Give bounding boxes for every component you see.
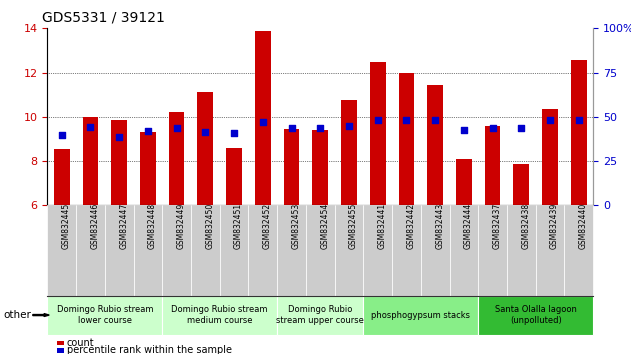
Point <box>488 125 498 131</box>
Text: GSM832453: GSM832453 <box>292 202 300 249</box>
Text: other: other <box>3 310 31 320</box>
Point <box>373 117 383 123</box>
Point <box>459 127 469 133</box>
Text: percentile rank within the sample: percentile rank within the sample <box>67 346 232 354</box>
Text: GSM832455: GSM832455 <box>349 202 358 249</box>
Text: GSM832444: GSM832444 <box>464 202 473 249</box>
Point <box>257 120 268 125</box>
Bar <box>485 126 500 205</box>
Text: Domingo Rubio stream
medium course: Domingo Rubio stream medium course <box>172 306 268 325</box>
Bar <box>140 132 156 205</box>
Point <box>545 117 555 123</box>
Text: GSM832447: GSM832447 <box>119 202 128 249</box>
Text: GSM832440: GSM832440 <box>579 202 587 249</box>
Text: GSM832439: GSM832439 <box>550 202 559 249</box>
Point <box>574 117 584 123</box>
Text: GSM832441: GSM832441 <box>378 202 387 249</box>
Bar <box>198 92 213 205</box>
Point <box>430 117 440 123</box>
Point <box>143 129 153 134</box>
Point <box>344 123 354 129</box>
Point <box>114 134 124 139</box>
Bar <box>456 159 472 205</box>
Point <box>229 131 239 136</box>
Bar <box>54 149 69 205</box>
Bar <box>571 61 587 205</box>
Text: Santa Olalla lagoon
(unpolluted): Santa Olalla lagoon (unpolluted) <box>495 306 577 325</box>
Bar <box>399 73 415 205</box>
Point <box>401 117 411 123</box>
Bar <box>542 109 558 205</box>
Text: count: count <box>67 338 95 348</box>
Text: GSM832438: GSM832438 <box>521 202 530 249</box>
Point <box>516 125 526 131</box>
Text: Domingo Rubio stream
lower course: Domingo Rubio stream lower course <box>57 306 153 325</box>
Text: Domingo Rubio
stream upper course: Domingo Rubio stream upper course <box>276 306 364 325</box>
Point <box>85 124 95 130</box>
Text: GSM832448: GSM832448 <box>148 202 157 249</box>
Bar <box>255 30 271 205</box>
Text: GSM832454: GSM832454 <box>321 202 329 249</box>
Text: GSM832452: GSM832452 <box>262 202 272 249</box>
Text: GSM832449: GSM832449 <box>177 202 186 249</box>
Bar <box>427 85 443 205</box>
Text: phosphogypsum stacks: phosphogypsum stacks <box>371 310 470 320</box>
Bar <box>111 120 127 205</box>
Bar <box>370 62 386 205</box>
Point <box>57 132 67 137</box>
Text: GSM832442: GSM832442 <box>406 202 415 249</box>
Bar <box>312 130 328 205</box>
Text: GDS5331 / 39121: GDS5331 / 39121 <box>42 10 165 24</box>
Bar <box>514 164 529 205</box>
Bar <box>341 100 357 205</box>
Point <box>172 125 182 131</box>
Bar <box>83 117 98 205</box>
Text: GSM832451: GSM832451 <box>234 202 243 249</box>
Point <box>315 125 326 131</box>
Text: GSM832445: GSM832445 <box>62 202 71 249</box>
Bar <box>226 148 242 205</box>
Text: GSM832443: GSM832443 <box>435 202 444 249</box>
Bar <box>168 113 184 205</box>
Text: GSM832446: GSM832446 <box>90 202 100 249</box>
Point <box>286 125 297 131</box>
Bar <box>283 129 299 205</box>
Text: GSM832450: GSM832450 <box>205 202 215 249</box>
Text: GSM832437: GSM832437 <box>493 202 502 249</box>
Point <box>200 130 210 135</box>
